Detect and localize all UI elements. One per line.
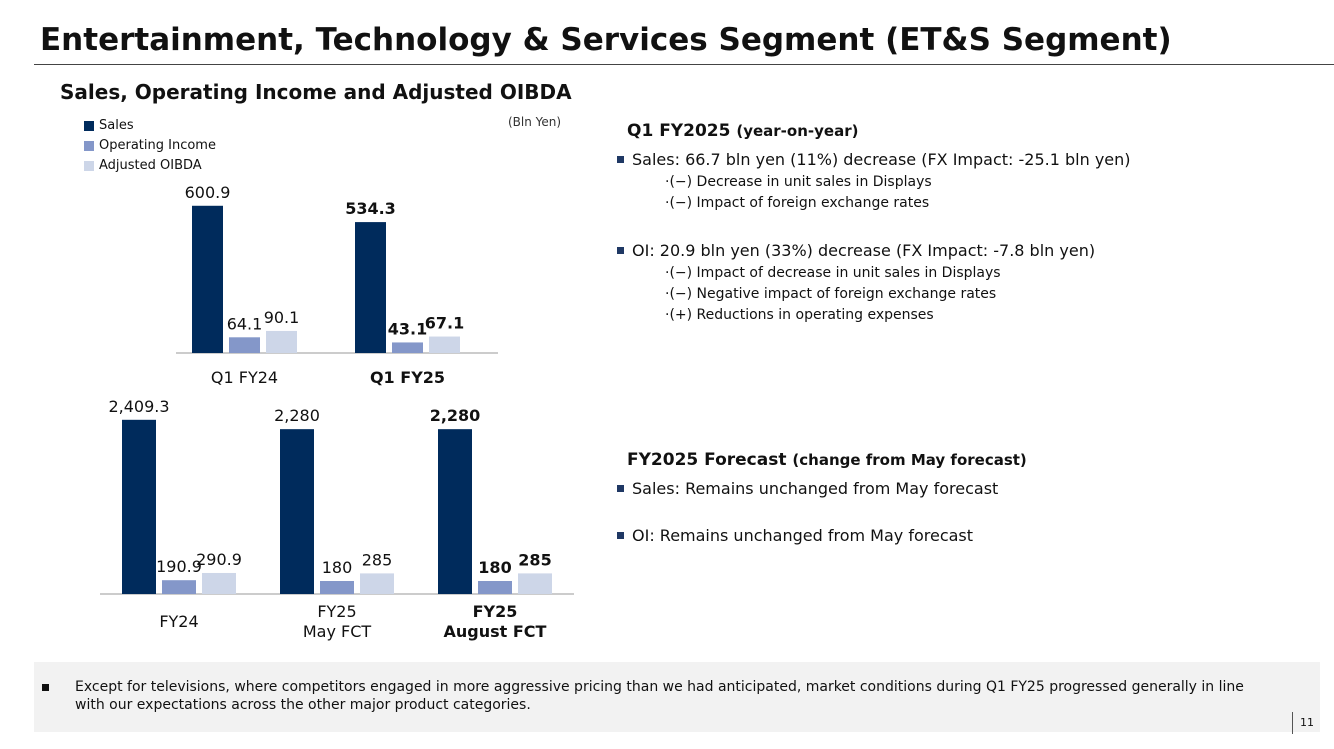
forecast-heading-note: (change from May forecast) (792, 451, 1027, 469)
data-label-adjusted-oibda-fy25-august-fct: 285 (518, 550, 551, 569)
forecast-heading-title: FY2025 Forecast (627, 450, 787, 470)
category-label-fy25-august-fct-line-2: August FCT (444, 622, 547, 641)
forecast-heading: FY2025 Forecast (change from May forecas… (627, 450, 1027, 470)
bar-operating-income-fy24 (162, 580, 196, 594)
forecast-sales-bullet: Sales: Remains unchanged from May foreca… (617, 479, 998, 498)
data-label-adjusted-oibda-q1-fy24: 90.1 (264, 308, 300, 327)
category-label-q1-fy25-line-1: Q1 FY25 (370, 368, 445, 387)
legend-label-adjusted-oibda: Adjusted OIBDA (99, 158, 202, 173)
data-label-sales-fy24: 2,409.3 (108, 397, 169, 416)
q1-sales-points: ·(−) Decrease in unit sales in Displays … (665, 172, 932, 214)
data-label-sales-fy25-may-fct: 2,280 (274, 406, 320, 425)
bar-adjusted-oibda-fy25-may-fct (360, 573, 394, 594)
unit-note: (Bln Yen) (508, 115, 562, 129)
forecast-oi-text: OI: Remains unchanged from May forecast (632, 526, 974, 545)
bar-operating-income-fy25-may-fct (320, 580, 354, 594)
data-label-adjusted-oibda-q1-fy25: 67.1 (425, 314, 464, 333)
category-label-fy25-may-fct-line-2: May FCT (303, 622, 372, 641)
bar-charts: 600.9 64.1 90.1 Q1 FY24 534.3 43.167.1 Q1 FY25… (100, 183, 574, 641)
category-label-fy25-august-fct-line-1: FY25 (473, 602, 518, 621)
list-item: ·(−) Negative impact of foreign exchange… (665, 286, 997, 302)
bar-sales-fy25-august-fct (438, 429, 472, 594)
data-label-operating-income-q1-fy25: 43.1 (388, 319, 427, 338)
bar-operating-income-q1-fy25 (392, 342, 423, 353)
page-number: 11 (1300, 716, 1314, 729)
chart-legend: Sales Operating Income Adjusted OIBDA (84, 116, 216, 176)
q1-oi-points: ·(−) Impact of decrease in unit sales in… (665, 263, 1001, 326)
bullet-square-icon (617, 156, 624, 163)
list-item: ·(−) Impact of decrease in unit sales in… (665, 265, 1001, 281)
legend-item-operating-income: Operating Income (84, 136, 216, 156)
title-divider (34, 64, 1334, 65)
bar-sales-fy24 (122, 419, 156, 594)
q1-sales-bullet: Sales: 66.7 bln yen (11%) decrease (FX I… (617, 150, 1131, 169)
footer-note-text: Except for televisions, where competitor… (75, 679, 1244, 713)
legend-label-sales: Sales (99, 118, 134, 133)
q1-sales-text: Sales: 66.7 bln yen (11%) decrease (FX I… (632, 150, 1131, 169)
bullet-square-icon (42, 684, 49, 691)
page-title: Entertainment, Technology & Services Seg… (40, 22, 1172, 58)
page-number-divider (1292, 712, 1293, 734)
data-label-sales-fy25-august-fct: 2,280 (430, 406, 481, 425)
data-label-adjusted-oibda-fy24: 290.9 (196, 550, 242, 569)
bar-sales-q1-fy24 (192, 205, 223, 353)
bar-sales-q1-fy25 (355, 222, 386, 353)
forecast-sales-text: Sales: Remains unchanged from May foreca… (632, 479, 999, 498)
data-label-sales-q1-fy25: 534.3 (345, 199, 396, 218)
footer-note-box (34, 662, 1320, 732)
bar-adjusted-oibda-q1-fy25 (429, 336, 460, 353)
bullet-square-icon (617, 247, 624, 254)
bullet-square-icon (617, 485, 624, 492)
legend-item-adjusted-oibda: Adjusted OIBDA (84, 156, 216, 176)
data-label-adjusted-oibda-fy25-may-fct: 285 (362, 550, 393, 569)
chart-subtitle: Sales, Operating Income and Adjusted OIB… (60, 80, 572, 104)
bar-adjusted-oibda-q1-fy24 (266, 330, 297, 353)
q1-oi-text: OI: 20.9 bln yen (33%) decrease (FX Impa… (632, 241, 1096, 260)
data-label-operating-income-fy25-august-fct: 180 (478, 558, 511, 577)
list-item: ·(+) Reductions in operating expenses (665, 307, 934, 323)
q1-heading-note: (year-on-year) (736, 122, 859, 140)
legend-item-sales: Sales (84, 116, 216, 136)
bar-operating-income-q1-fy24 (229, 337, 260, 353)
q1-heading-title: Q1 FY2025 (627, 121, 731, 141)
bar-adjusted-oibda-fy25-august-fct (518, 573, 552, 594)
q1-heading: Q1 FY2025 (year-on-year) (627, 121, 858, 141)
forecast-oi-bullet: OI: Remains unchanged from May forecast (617, 526, 973, 545)
data-label-operating-income-q1-fy24: 64.1 (227, 314, 263, 333)
bullet-square-icon (617, 532, 624, 539)
bar-adjusted-oibda-fy24 (202, 572, 236, 594)
q1-oi-bullet: OI: 20.9 bln yen (33%) decrease (FX Impa… (617, 241, 1095, 260)
bar-operating-income-fy25-august-fct (478, 580, 512, 594)
bar-sales-fy25-may-fct (280, 429, 314, 594)
list-item: ·(−) Decrease in unit sales in Displays (665, 174, 932, 190)
category-label-fy24-line-1: FY24 (159, 612, 198, 631)
category-label-fy25-may-fct-line-1: FY25 (317, 602, 356, 621)
data-label-operating-income-fy24: 190.9 (156, 557, 202, 576)
legend-swatch-adjusted-oibda (84, 161, 94, 171)
list-item: ·(−) Impact of foreign exchange rates (665, 195, 930, 211)
legend-swatch-sales (84, 121, 94, 131)
legend-swatch-operating-income (84, 141, 94, 151)
data-label-sales-q1-fy24: 600.9 (185, 183, 231, 202)
category-label-q1-fy24-line-1: Q1 FY24 (211, 368, 278, 387)
data-label-operating-income-fy25-may-fct: 180 (322, 558, 353, 577)
legend-label-operating-income: Operating Income (99, 138, 216, 153)
